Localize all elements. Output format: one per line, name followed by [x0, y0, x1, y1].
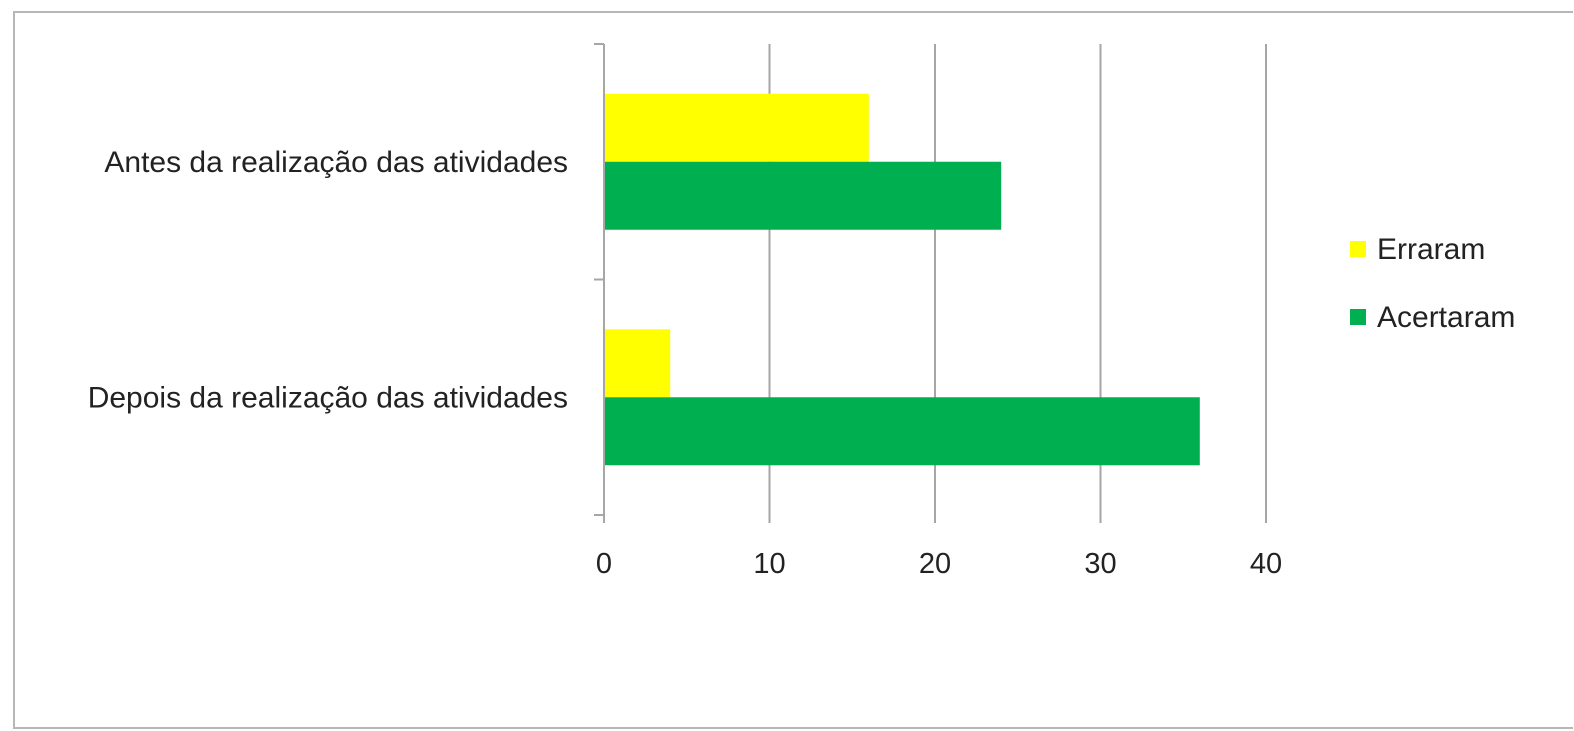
bar-acertaram-1 — [604, 397, 1200, 466]
tick-label-x: 10 — [753, 548, 785, 580]
legend-swatch-erraram — [1350, 241, 1366, 257]
bar-acertaram-0 — [604, 161, 1002, 230]
tick-label-x: 40 — [1250, 548, 1282, 580]
legend: Erraram Acertaram — [1350, 233, 1515, 334]
bar-erraram-1 — [604, 329, 671, 398]
tick-label-x: 20 — [919, 548, 951, 580]
bars — [604, 93, 1200, 466]
axes — [594, 43, 1267, 523]
bar-erraram-0 — [604, 93, 869, 162]
labels: 0 10 20 30 40 Antes da realização das ativida… — [88, 146, 1282, 580]
legend-label-erraram: Erraram — [1377, 233, 1485, 266]
category-label: Antes da realização das atividades — [104, 146, 568, 179]
tick-label-x: 30 — [1084, 548, 1116, 580]
legend-swatch-acertaram — [1350, 309, 1366, 325]
tick-label-x: 0 — [596, 548, 612, 580]
category-label: Depois da realização das atividades — [88, 381, 568, 414]
legend-label-acertaram: Acertaram — [1377, 301, 1515, 334]
